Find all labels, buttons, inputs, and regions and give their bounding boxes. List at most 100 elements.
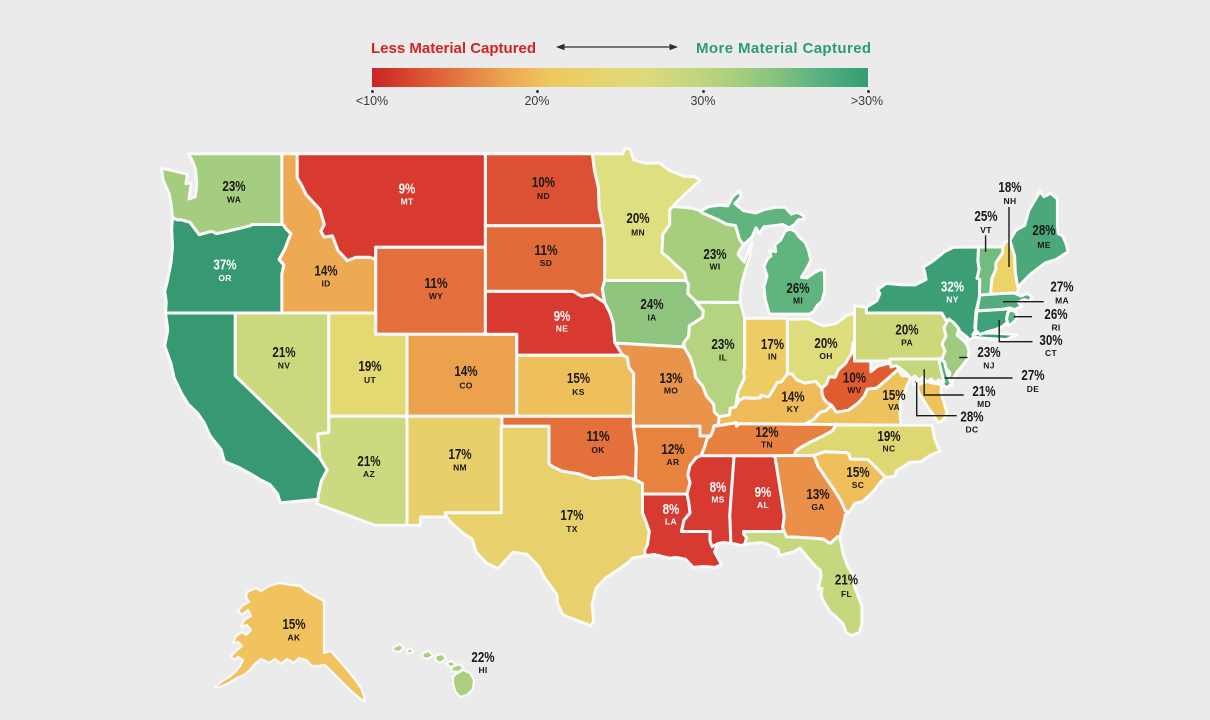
svg-text:IA: IA bbox=[647, 313, 656, 323]
svg-text:30%: 30% bbox=[1039, 333, 1062, 349]
svg-text:28%: 28% bbox=[960, 410, 983, 426]
svg-text:32%: 32% bbox=[941, 280, 964, 296]
svg-text:NY: NY bbox=[946, 295, 958, 305]
svg-text:MO: MO bbox=[664, 386, 678, 396]
svg-text:19%: 19% bbox=[358, 359, 381, 375]
svg-text:9%: 9% bbox=[554, 309, 571, 325]
svg-text:28%: 28% bbox=[1032, 223, 1055, 239]
svg-text:DE: DE bbox=[1027, 384, 1039, 394]
svg-text:IN: IN bbox=[768, 352, 777, 362]
svg-text:11%: 11% bbox=[586, 429, 609, 445]
svg-text:ME: ME bbox=[1037, 240, 1050, 250]
svg-text:AZ: AZ bbox=[363, 469, 375, 479]
svg-text:RI: RI bbox=[1051, 323, 1060, 333]
svg-text:TX: TX bbox=[566, 524, 577, 534]
svg-text:IL: IL bbox=[719, 353, 727, 363]
svg-text:17%: 17% bbox=[761, 337, 784, 353]
svg-text:MI: MI bbox=[793, 296, 803, 306]
svg-text:15%: 15% bbox=[846, 465, 869, 481]
svg-text:SC: SC bbox=[852, 480, 864, 490]
svg-text:21%: 21% bbox=[972, 384, 995, 400]
svg-text:UT: UT bbox=[364, 375, 376, 385]
svg-text:AL: AL bbox=[757, 500, 769, 510]
svg-text:14%: 14% bbox=[454, 364, 477, 380]
svg-text:24%: 24% bbox=[640, 297, 663, 313]
svg-text:NJ: NJ bbox=[983, 361, 994, 371]
svg-text:NM: NM bbox=[453, 463, 467, 473]
svg-text:NC: NC bbox=[883, 444, 896, 454]
svg-text:22%: 22% bbox=[471, 650, 494, 666]
svg-text:12%: 12% bbox=[661, 442, 684, 458]
svg-text:MT: MT bbox=[401, 197, 414, 207]
svg-text:18%: 18% bbox=[998, 180, 1021, 196]
svg-text:11%: 11% bbox=[424, 276, 447, 292]
svg-text:15%: 15% bbox=[282, 617, 305, 633]
svg-text:25%: 25% bbox=[974, 209, 997, 225]
svg-text:MN: MN bbox=[631, 228, 645, 238]
svg-text:23%: 23% bbox=[711, 337, 734, 353]
svg-text:ND: ND bbox=[537, 191, 550, 201]
svg-text:OR: OR bbox=[218, 273, 231, 283]
svg-text:23%: 23% bbox=[977, 345, 1000, 361]
svg-text:VT: VT bbox=[980, 225, 992, 235]
svg-text:PA: PA bbox=[901, 338, 913, 348]
svg-text:WV: WV bbox=[847, 385, 861, 395]
svg-text:26%: 26% bbox=[1044, 307, 1067, 323]
svg-text:AR: AR bbox=[667, 457, 680, 467]
svg-text:CO: CO bbox=[459, 381, 472, 391]
svg-text:KY: KY bbox=[787, 404, 799, 414]
svg-text:NV: NV bbox=[278, 361, 290, 371]
svg-text:10%: 10% bbox=[532, 175, 555, 191]
svg-text:AK: AK bbox=[288, 633, 301, 643]
svg-text:LA: LA bbox=[665, 517, 677, 527]
svg-text:12%: 12% bbox=[755, 425, 778, 441]
svg-text:NH: NH bbox=[1004, 196, 1017, 206]
svg-text:WI: WI bbox=[710, 262, 721, 272]
svg-text:15%: 15% bbox=[567, 371, 590, 387]
svg-text:19%: 19% bbox=[877, 429, 900, 445]
svg-text:8%: 8% bbox=[710, 480, 727, 496]
svg-text:17%: 17% bbox=[448, 447, 471, 463]
svg-text:KS: KS bbox=[572, 387, 584, 397]
svg-text:9%: 9% bbox=[399, 182, 416, 198]
svg-text:OK: OK bbox=[591, 445, 605, 455]
svg-text:DC: DC bbox=[966, 425, 979, 435]
svg-text:ID: ID bbox=[321, 279, 330, 289]
svg-text:GA: GA bbox=[811, 502, 824, 512]
svg-text:8%: 8% bbox=[663, 502, 680, 518]
svg-text:21%: 21% bbox=[835, 573, 858, 589]
svg-text:9%: 9% bbox=[755, 485, 772, 501]
svg-text:CT: CT bbox=[1045, 348, 1057, 358]
svg-text:20%: 20% bbox=[814, 336, 837, 352]
svg-text:37%: 37% bbox=[213, 258, 236, 274]
svg-text:14%: 14% bbox=[781, 390, 804, 406]
svg-text:WY: WY bbox=[429, 291, 443, 301]
svg-text:MS: MS bbox=[711, 495, 724, 505]
svg-text:SD: SD bbox=[540, 258, 552, 268]
svg-text:27%: 27% bbox=[1050, 280, 1073, 296]
svg-text:17%: 17% bbox=[560, 508, 583, 524]
svg-text:15%: 15% bbox=[882, 388, 905, 404]
svg-text:10%: 10% bbox=[843, 371, 866, 387]
svg-text:20%: 20% bbox=[895, 323, 918, 339]
svg-text:WA: WA bbox=[227, 195, 241, 205]
svg-text:MA: MA bbox=[1055, 296, 1069, 306]
svg-text:VA: VA bbox=[888, 402, 900, 412]
svg-text:21%: 21% bbox=[272, 345, 295, 361]
svg-text:FL: FL bbox=[841, 589, 852, 599]
svg-text:HI: HI bbox=[478, 665, 487, 675]
svg-text:27%: 27% bbox=[1021, 368, 1044, 384]
svg-text:NE: NE bbox=[556, 324, 568, 334]
svg-text:23%: 23% bbox=[703, 247, 726, 263]
svg-text:14%: 14% bbox=[314, 264, 337, 280]
svg-text:11%: 11% bbox=[534, 243, 557, 259]
svg-text:OH: OH bbox=[819, 351, 832, 361]
svg-text:MD: MD bbox=[977, 399, 991, 409]
svg-text:TN: TN bbox=[761, 440, 773, 450]
svg-text:23%: 23% bbox=[222, 179, 245, 195]
svg-text:13%: 13% bbox=[659, 371, 682, 387]
svg-text:26%: 26% bbox=[786, 281, 809, 297]
svg-text:13%: 13% bbox=[806, 487, 829, 503]
svg-text:21%: 21% bbox=[357, 454, 380, 470]
svg-text:20%: 20% bbox=[626, 211, 649, 227]
